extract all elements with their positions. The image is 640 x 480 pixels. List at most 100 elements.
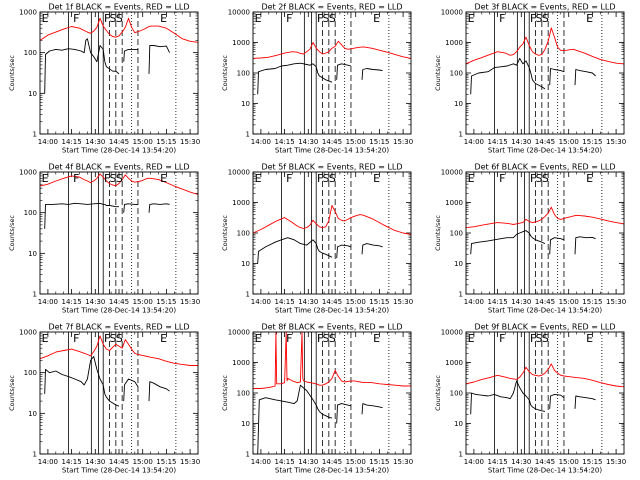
y-tick-label: 100 (237, 390, 250, 398)
y-tick-label: 10 (241, 100, 250, 108)
x-tick-label: 14:00 (251, 138, 271, 146)
x-tick-label: 14:00 (38, 298, 58, 306)
annotation-label: F (286, 332, 292, 345)
series-line-events (148, 203, 170, 213)
y-tick-label: 100 (24, 49, 37, 57)
x-axis-label: Start Time (28-Dec-14 13:54:20) (488, 307, 602, 315)
annotation-label: F (73, 172, 79, 185)
x-tick-label: 14:45 (322, 138, 342, 146)
y-tick-label: 100 (237, 230, 250, 238)
y-tick-label: 10 (28, 250, 37, 258)
annotation-label: F (286, 172, 292, 185)
series-line-lld (253, 331, 411, 389)
series-line-lld (39, 173, 199, 195)
series-line-events (336, 63, 352, 80)
x-axis-label: Start Time (28-Dec-14 13:54:20) (488, 467, 602, 475)
series-line-lld (252, 205, 412, 235)
x-tick-label: 15:00 (133, 298, 153, 306)
y-axis-label: Counts/sec (8, 375, 16, 411)
annotation-label: S (110, 12, 117, 25)
x-tick-label: 15:00 (133, 138, 153, 146)
chart-panel-9: Det 9f BLACK = Events, RED = LLD Counts/s… (434, 323, 626, 475)
x-tick-label: 14:15 (275, 458, 295, 466)
annotation-label: F (286, 12, 292, 25)
annotation-label: S (542, 332, 549, 345)
x-tick-label: 14:00 (38, 138, 58, 146)
plot-frame (39, 331, 199, 455)
x-tick-label: 14:15 (488, 458, 508, 466)
annotation-label: E (255, 172, 262, 185)
y-tick-label: 100 (24, 209, 37, 217)
y-tick-label: 1 (246, 291, 250, 299)
x-axis-label: Start Time (28-Dec-14 13:54:20) (275, 307, 389, 315)
series-line-events (470, 57, 532, 95)
series-line-events (257, 62, 319, 95)
y-tick-label: 1 (246, 131, 250, 139)
annotation-label: F (104, 332, 110, 345)
series-line-events (530, 235, 546, 245)
annotation-label: E (160, 12, 167, 25)
series-line-events (530, 404, 546, 412)
y-tick-label: 1000 (232, 199, 250, 207)
series-line-events (470, 230, 532, 255)
y-tick-label: 10 (454, 420, 463, 428)
chart-title: Det 8f BLACK = Events, RED = LLD (261, 323, 402, 332)
chart-title: Det 9f BLACK = Events, RED = LLD (474, 323, 615, 332)
plot-frame (39, 171, 199, 295)
series-line-events (44, 202, 105, 229)
x-axis-label: Start Time (28-Dec-14 13:54:20) (275, 467, 389, 475)
series-line-events (104, 61, 120, 75)
x-tick-label: 15:30 (393, 458, 413, 466)
y-tick-label: 10 (454, 260, 463, 268)
series-line-events (44, 356, 106, 394)
annotation-label: S (110, 332, 117, 345)
series-line-events (574, 395, 596, 409)
series-line-lld (39, 335, 198, 366)
y-tick-label: 10000 (228, 169, 250, 177)
y-tick-label: 1000 (445, 39, 463, 47)
x-tick-label: 14:45 (322, 298, 342, 306)
x-tick-label: 14:45 (109, 458, 129, 466)
annotation-label: E (586, 332, 593, 345)
series-line-lld (465, 206, 625, 229)
annotation-label: F (317, 12, 323, 25)
chart-panel-7: Det 7f BLACK = Events, RED = LLD Counts/s… (8, 323, 200, 475)
x-tick-label: 15:30 (606, 138, 626, 146)
y-tick-label: 10000 (441, 9, 463, 17)
x-tick-label: 15:30 (606, 298, 626, 306)
series-line-lld (465, 27, 625, 65)
series-line-events (104, 393, 120, 407)
annotation-label: E (160, 332, 167, 345)
chart-title: Det 4f BLACK = Events, RED = LLD (48, 163, 189, 172)
x-tick-label: 15:30 (180, 298, 200, 306)
y-tick-label: 1000 (232, 359, 250, 367)
x-tick-label: 14:15 (275, 138, 295, 146)
annotation-label: E (160, 172, 167, 185)
annotation-label: E (586, 12, 593, 25)
chart-title: Det 7f BLACK = Events, RED = LLD (48, 323, 189, 332)
series-line-events (361, 403, 383, 415)
x-tick-label: 15:15 (369, 298, 389, 306)
chart-panel-8: Det 8f BLACK = Events, RED = LLD Counts/s… (221, 323, 413, 475)
series-line-events (257, 237, 319, 264)
plot-frame (252, 331, 412, 455)
annotation-label: S (536, 332, 543, 345)
chart-title: Det 1f BLACK = Events, RED = LLD (48, 3, 189, 12)
x-tick-label: 14:00 (464, 298, 484, 306)
x-tick-label: 14:45 (535, 138, 555, 146)
y-tick-label: 100 (450, 230, 463, 238)
series-line-lld (252, 40, 412, 59)
annotation-label: E (255, 332, 262, 345)
x-tick-label: 14:15 (62, 458, 82, 466)
series-line-events (336, 403, 352, 424)
annotation-label: F (499, 172, 505, 185)
annotation-label: E (468, 172, 475, 185)
chart-panel-6: Det 6f BLACK = Events, RED = LLD Counts/s… (434, 163, 626, 315)
y-tick-label: 10000 (441, 169, 463, 177)
annotation-label: E (373, 12, 380, 25)
plot-frame (39, 11, 199, 135)
series-line-events (123, 203, 138, 213)
y-tick-label: 1 (246, 451, 250, 459)
series-line-lld (39, 17, 199, 43)
